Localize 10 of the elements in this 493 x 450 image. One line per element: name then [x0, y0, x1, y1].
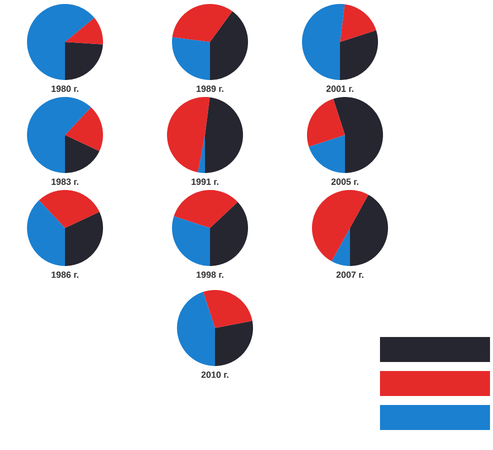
- text: 2010 г.: [201, 372, 228, 378]
- text: 2005 г.: [331, 178, 358, 185]
- text: 2001 г.: [326, 86, 354, 92]
- text: 1980 г.: [52, 86, 78, 92]
- text: 1983 г.: [52, 178, 78, 185]
- text: 1986 г.: [52, 272, 78, 278]
- text: 2007 г.: [336, 272, 364, 278]
- text: 1998 г.: [196, 272, 224, 278]
- text: 1989 г.: [196, 86, 224, 92]
- text: 1991 г.: [192, 178, 218, 185]
